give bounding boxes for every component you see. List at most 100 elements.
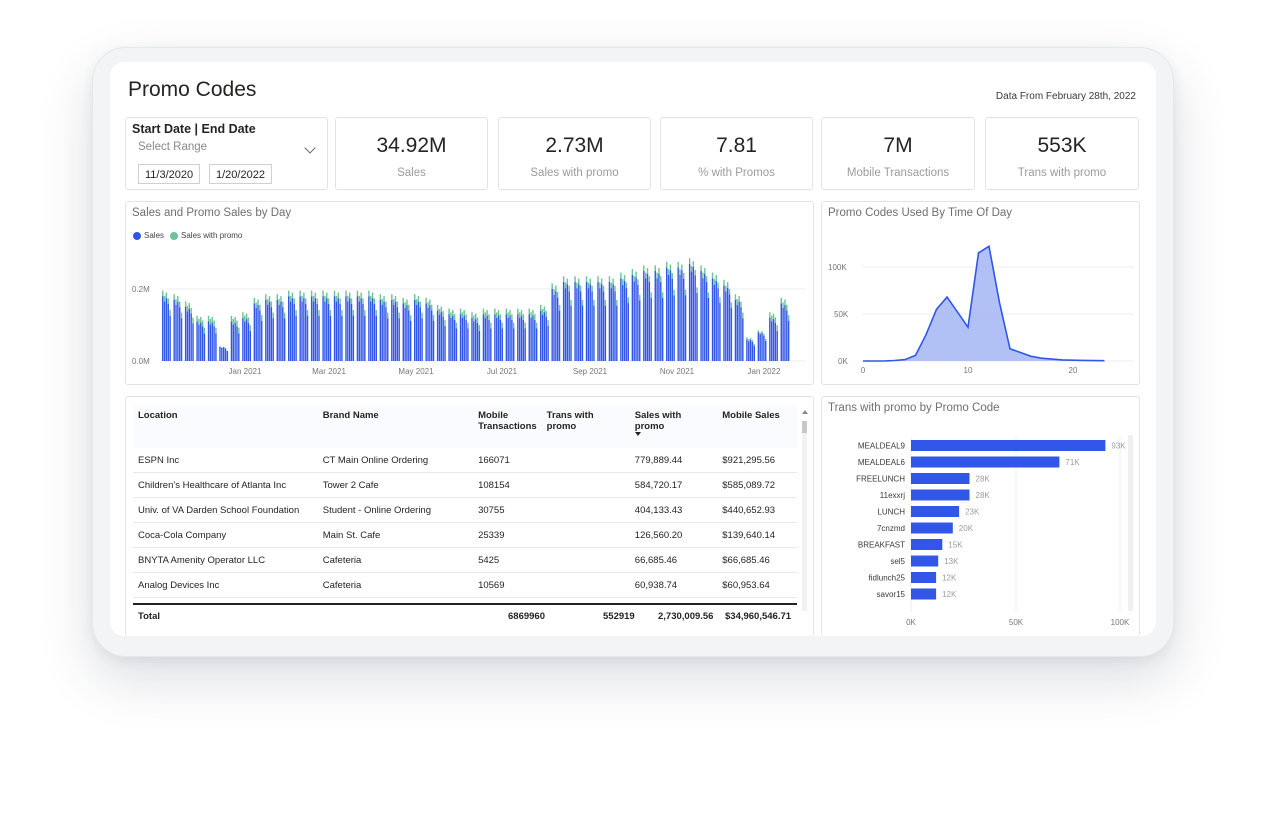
promo-bar (784, 299, 786, 306)
table-row[interactable]: Coca-Cola Company Main St. Cafe 25339 126,5… (133, 522, 797, 548)
column-header-location[interactable]: Location (133, 405, 318, 448)
sales-bar (608, 281, 611, 361)
promo-code-visual[interactable]: Trans with promo by Promo Code MEALDEAL9… (821, 396, 1140, 636)
sales-bar (310, 296, 313, 361)
sales-bar (719, 303, 721, 361)
sales-bar (639, 300, 641, 361)
sales-bar (358, 301, 360, 361)
sort-desc-icon[interactable] (634, 432, 641, 436)
promo-code-bar[interactable] (911, 555, 939, 567)
table-row[interactable]: Univ. of VA Darden School Foundation Stud… (133, 497, 797, 523)
promo-bar (314, 292, 317, 299)
category-label: fidlunch25 (869, 574, 906, 583)
category-label: 11exxrj (880, 491, 905, 500)
cell-mobile-sales: $60,953.64 (717, 572, 797, 598)
sales-bar (679, 274, 681, 361)
sales-bar (368, 296, 370, 361)
promo-bar (402, 297, 404, 304)
cell-brand: Cafeteria (317, 572, 474, 598)
sales-bar (564, 288, 567, 361)
time-of-day-visual[interactable]: Promo Codes Used By Time Of Day 100K 50K… (821, 201, 1140, 385)
promo-code-bar[interactable] (911, 588, 937, 600)
promo-code-bar[interactable] (911, 473, 970, 484)
x-tick-label: Jan 2022 (748, 367, 781, 376)
promo-bar (247, 317, 250, 323)
sales-bar (436, 310, 439, 361)
column-header-trans-with-promo[interactable]: Trans with promo (541, 405, 630, 448)
date-range-slicer[interactable]: Start Date | End Date Select Range 11/3/… (125, 117, 328, 190)
sales-bar (623, 280, 626, 361)
location-table-visual[interactable]: Location Brand Name Mobile Transactions … (125, 396, 814, 636)
sales-bar (184, 307, 187, 361)
promo-code-bar-chart[interactable]: MEALDEAL9 93K MEALDEAL6 71K FREELUNCH 28K 11ex… (822, 397, 1139, 635)
promo-bar (723, 279, 725, 286)
sales-bar (585, 281, 588, 361)
promo-bar (614, 285, 616, 292)
sales-bar (440, 312, 443, 361)
sales-bar (713, 284, 716, 361)
end-date-input[interactable]: 1/20/2022 (209, 164, 272, 184)
column-header-mobile-transactions[interactable]: Mobile Transactions (473, 405, 542, 448)
table-total-row: Total 6869960 552919 2,730,009.56 $34,96… (133, 603, 797, 627)
table-row[interactable]: Analog Devices Inc Cafeteria 10569 60,938.7… (133, 572, 797, 598)
promo-code-bar[interactable] (911, 456, 1060, 468)
promo-bar (255, 302, 257, 309)
promo-bar (188, 303, 191, 309)
chevron-down-icon[interactable] (304, 142, 316, 154)
promo-code-bar[interactable] (911, 506, 960, 517)
cell-mobile-sales: $440,652.93 (717, 497, 797, 523)
promo-code-bar[interactable] (911, 572, 937, 583)
promo-bar (179, 301, 181, 308)
sales-bar (535, 328, 538, 361)
promo-bar (301, 295, 303, 302)
kpi-value: 34.92M (376, 134, 447, 157)
sales-bar (587, 288, 590, 361)
sales-bar (622, 284, 624, 361)
column-header-mobile-sales[interactable]: Mobile Sales (717, 405, 797, 448)
legend-label-promo[interactable]: Sales with promo (181, 231, 243, 240)
sales-bar (414, 299, 416, 361)
table-row[interactable]: Children's Healthcare of Atlanta Inc Towe… (133, 472, 797, 498)
promo-bar (364, 310, 366, 316)
table-row[interactable]: ESPN Inc CT Main Online Ordering 166071 779… (133, 448, 797, 473)
column-header-brand-name[interactable]: Brand Name (317, 405, 474, 448)
sales-bar (593, 305, 595, 361)
table-scrollbar-thumb[interactable] (802, 421, 807, 433)
sales-bar (448, 314, 450, 361)
sales-bar (232, 324, 234, 361)
time-of-day-area-chart[interactable]: 100K 50K 0K 0 10 20 (822, 202, 1139, 384)
total-label: Total (138, 611, 160, 622)
promo-code-bar[interactable] (911, 522, 953, 534)
category-label: sel5 (890, 557, 905, 566)
promo-bar (436, 305, 439, 311)
sales-bar (288, 296, 290, 361)
table-row[interactable]: BNYTA Amenity Operator LLC Cafeteria 5425 6… (133, 547, 797, 573)
sales-bar (782, 308, 784, 361)
bar-value-label: 28K (976, 491, 991, 500)
start-date-input[interactable]: 11/3/2020 (138, 164, 201, 184)
sales-bar (578, 284, 580, 361)
promo-bar (690, 265, 693, 272)
legend-label-sales[interactable]: Sales (144, 231, 165, 240)
chart-legend: Sales Sales with promo (133, 231, 242, 240)
sales-bar (765, 340, 767, 361)
promo-code-bar[interactable] (911, 489, 970, 501)
sales-bar (677, 267, 679, 361)
promo-bar (658, 268, 660, 274)
promo-code-bar[interactable] (911, 440, 1106, 451)
sales-bar (589, 284, 591, 361)
cell-mobile-transactions: 5425 (473, 547, 542, 573)
promo-bar (473, 315, 475, 322)
promo-bar (173, 294, 175, 300)
table-scrollbar[interactable] (802, 421, 807, 611)
promo-code-bar[interactable] (911, 539, 943, 550)
sales-bar (717, 288, 719, 361)
column-header-sales-with-promo[interactable]: Sales with promo (629, 405, 718, 448)
promo-bar (427, 302, 429, 309)
select-range-dropdown[interactable]: Select Range (138, 141, 208, 153)
promo-bar (717, 282, 719, 289)
sales-bar-chart[interactable]: 0.2M 0.0M Jan 2021 Mar 2021 May 2021 Jul… (126, 202, 813, 384)
sales-by-day-visual[interactable]: Sales and Promo Sales by Day Sales Sales… (125, 201, 814, 385)
scroll-up-icon[interactable] (802, 410, 808, 414)
chart-scrollbar[interactable] (1128, 435, 1133, 611)
